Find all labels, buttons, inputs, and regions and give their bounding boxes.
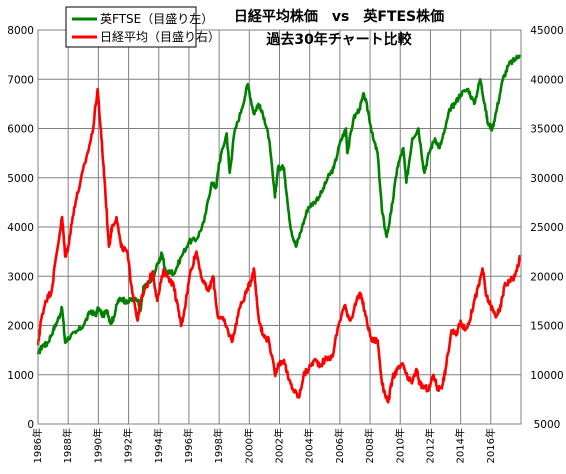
y-right-tick-label: 10000: [530, 370, 563, 382]
y-left-tick-label: 3000: [7, 271, 34, 283]
x-tick-label: 1992年: [122, 428, 135, 463]
x-tick-label: 2014年: [454, 428, 467, 463]
x-tick-label: 2000年: [242, 428, 255, 463]
y-right-tick-label: 30000: [530, 173, 563, 185]
x-tick-label: 2004年: [303, 428, 316, 463]
y-right-tick-label: 45000: [530, 25, 563, 37]
x-tick-label: 2008年: [363, 428, 376, 463]
y-right-tick-label: 35000: [530, 124, 563, 136]
x-tick-label: 2012年: [423, 428, 436, 463]
y-left-tick-label: 8000: [7, 25, 34, 37]
x-tick-label: 2016年: [484, 428, 497, 463]
y-right-tick-label: 40000: [530, 74, 563, 86]
chart-title: 日経平均株価 vs 英FTES株価 過去30年チャート比較: [234, 8, 444, 48]
y-left-tick-label: 6000: [7, 124, 34, 136]
legend-label-ftse: 英FTSE（目盛り左）: [100, 11, 213, 26]
legend: 英FTSE（目盛り左） 日経平均（目盛り右）: [65, 6, 220, 48]
y-left-tick-label: 0: [27, 419, 34, 431]
x-tick-label: 1996年: [182, 428, 195, 463]
y-left-tick-label: 2000: [7, 321, 34, 333]
y-left-tick-label: 7000: [7, 74, 34, 86]
x-tick-label: 1988年: [61, 428, 74, 463]
x-tick-label: 1986年: [31, 428, 44, 463]
y-right-tick-label: 15000: [530, 321, 563, 333]
y-right-tick-label: 5000: [534, 419, 561, 431]
y-right-tick-label: 25000: [530, 222, 563, 234]
y-right-axis-ticks: 5000 10000 15000 20000 25000 30000 35000 40000 4…: [530, 25, 563, 431]
series-line-ftse: [36, 54, 521, 355]
x-tick-label: 2010年: [393, 428, 406, 463]
legend-label-nikkei: 日経平均（目盛り右）: [100, 29, 220, 44]
x-tick-label: 1990年: [91, 428, 104, 463]
y-left-axis-ticks: 0 1000 2000 3000 4000 5000 6000 7000 8000: [7, 25, 34, 431]
x-tick-label: 2006年: [333, 428, 346, 463]
x-tick-label: 1994年: [152, 428, 165, 463]
x-tick-label: 1998年: [212, 428, 225, 463]
plot-border: [37, 29, 522, 425]
x-axis-ticks: 1986年 1988年 1990年 1992年 1994年 1996年 1998年 2000年…: [31, 428, 497, 463]
y-left-tick-label: 5000: [7, 173, 34, 185]
series-line-nikkei: [36, 87, 521, 404]
legend-box: [65, 6, 197, 48]
chart-title-line-2: 過去30年チャート比較: [265, 31, 412, 48]
y-left-tick-label: 1000: [7, 370, 34, 382]
x-tick-label: 2002年: [273, 428, 286, 463]
series-lines: [36, 54, 521, 404]
y-right-tick-label: 20000: [530, 271, 563, 283]
chart-title-line-1: 日経平均株価 vs 英FTES株価: [234, 8, 444, 25]
y-left-tick-label: 4000: [7, 222, 34, 234]
